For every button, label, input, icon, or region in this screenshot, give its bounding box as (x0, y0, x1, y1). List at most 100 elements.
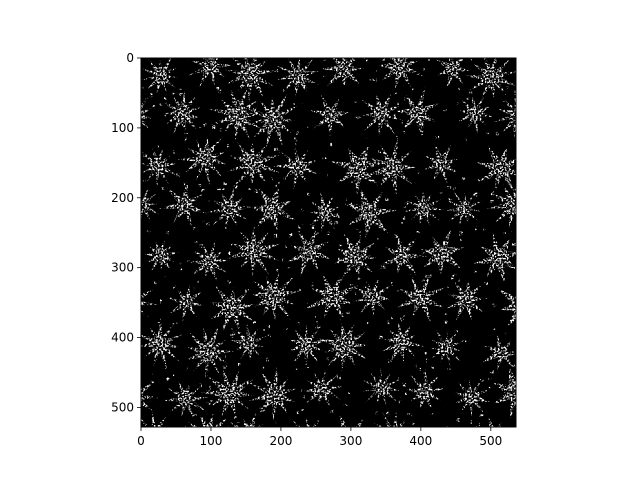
speck (301, 102, 305, 104)
speck (540, 216, 544, 219)
tree-crown (589, 101, 633, 141)
tree-crown (330, 145, 385, 195)
speck (603, 324, 605, 327)
tree-crown (475, 417, 503, 427)
speck (611, 2, 612, 6)
tree-crown (289, 324, 329, 368)
speck (579, 195, 582, 198)
tree-crown (523, 52, 556, 92)
speck (454, 330, 458, 333)
tree-crown (464, 58, 516, 98)
y-tick-label: 300 (111, 261, 134, 275)
speck (161, 187, 165, 190)
speck (503, 232, 506, 234)
speck (547, 122, 550, 126)
tree-crown (227, 141, 281, 186)
speck (447, 186, 452, 189)
speck (411, 414, 413, 417)
tree-crown (377, 58, 424, 90)
speck (384, 1, 386, 2)
speck (193, 285, 196, 289)
speck (493, 328, 496, 330)
speck (486, 132, 489, 135)
speck (458, 278, 460, 282)
speck (620, 356, 622, 358)
speck (387, 63, 391, 65)
tree-crown (339, 414, 363, 427)
speck (257, 291, 261, 295)
speck (404, 96, 406, 101)
speck (541, 463, 544, 466)
speck (473, 192, 478, 197)
speck (138, 458, 142, 461)
speck (157, 145, 159, 148)
speck (234, 182, 239, 184)
tree-crown (514, 416, 566, 466)
tree-crown (544, 196, 582, 235)
speck (252, 321, 256, 324)
speck (298, 225, 301, 229)
speck (426, 358, 429, 363)
speck (488, 378, 492, 380)
speck (573, 230, 575, 234)
speck (363, 161, 365, 163)
speck (603, 276, 607, 277)
tree-crown (456, 93, 495, 134)
speck (504, 332, 508, 334)
speck (534, 315, 537, 317)
speck (523, 342, 525, 345)
speck (548, 92, 551, 93)
speck (184, 425, 187, 427)
speck (490, 191, 495, 196)
speck (424, 351, 427, 355)
tree-crown (498, 288, 516, 328)
speck (480, 379, 484, 383)
speck (156, 34, 159, 36)
tree-crown (405, 369, 445, 409)
speck (412, 422, 415, 425)
speck (380, 265, 385, 269)
y-tick-label: 200 (111, 191, 134, 205)
speck (186, 367, 188, 371)
speck (206, 473, 210, 477)
speck (619, 364, 621, 366)
speck (314, 316, 317, 318)
speck (529, 312, 532, 315)
axes-frame (140, 57, 517, 428)
speck (180, 268, 183, 271)
speck (114, 470, 116, 474)
speck (391, 282, 393, 286)
tree-crown (293, 417, 333, 427)
speck (385, 198, 389, 201)
speck (608, 367, 609, 369)
speck (360, 54, 362, 57)
speck (249, 477, 252, 479)
speck (300, 45, 302, 49)
speck (412, 88, 414, 92)
speck (254, 189, 258, 193)
speck (169, 297, 172, 300)
speck (586, 24, 590, 26)
speck (610, 274, 613, 278)
speck (260, 29, 264, 31)
speck (529, 146, 531, 149)
tree-crown (162, 381, 209, 419)
speck (278, 150, 280, 153)
tree-crown (142, 240, 180, 273)
speck (330, 409, 334, 413)
speck (346, 311, 350, 315)
tree-crown (395, 3, 444, 49)
speck (470, 420, 472, 424)
speck (573, 251, 576, 254)
speck (230, 94, 233, 96)
speck (611, 48, 612, 52)
speck (254, 44, 258, 48)
speck (349, 284, 354, 287)
tree-crown (443, 426, 444, 427)
speck (553, 415, 554, 417)
speck (303, 395, 306, 399)
speck (442, 53, 445, 57)
speck (317, 325, 321, 328)
speck (199, 474, 202, 478)
speck (547, 294, 549, 297)
